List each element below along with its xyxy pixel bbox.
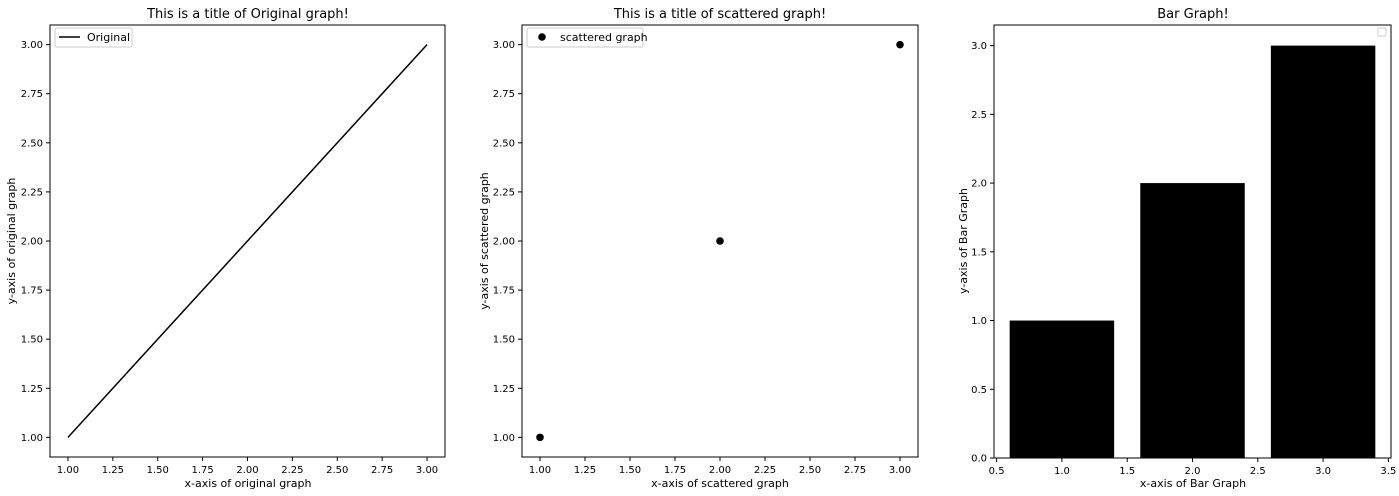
y-tick-group: 0.0 0.5 1.0 1.5 2.0 2.5 3.0 (971, 41, 994, 465)
x-tick-label: 1.00 (529, 465, 551, 476)
y-tick-label: 1.50 (21, 335, 43, 346)
bar (1140, 183, 1245, 459)
y-tick-label: 1.00 (21, 433, 43, 444)
y-tick-label: 2.25 (21, 187, 43, 198)
series-line-original (67, 44, 428, 438)
legend-box (54, 27, 133, 48)
x-tick-label: 2.5 (1250, 466, 1266, 477)
x-tick-label: 3.5 (1380, 466, 1396, 477)
x-tick-label: 1.75 (191, 465, 213, 476)
y-tick-label: 3.0 (971, 41, 987, 52)
scatter-point (536, 433, 544, 442)
y-tick-label: 1.25 (21, 384, 43, 395)
x-tick-label: 0.5 (989, 466, 1005, 477)
y-tick-label: 2.75 (493, 89, 515, 100)
y-tick-label: 1.5 (971, 247, 987, 258)
x-tick-label: 2.0 (1185, 466, 1201, 477)
scatter-point (716, 237, 724, 245)
x-tick-label: 1.50 (619, 465, 641, 476)
chart-title: This is a title of scattered graph! (613, 7, 826, 22)
x-tick-label: 1.50 (147, 465, 169, 476)
y-tick-label: 3.00 (21, 40, 43, 51)
x-axis-label: x-axis of original graph (185, 477, 312, 490)
x-tick-group: 0.5 1.0 1.5 2.0 2.5 3.0 3.5 (989, 458, 1396, 477)
y-tick-label: 2.50 (21, 138, 43, 149)
legend: scattered graph (526, 27, 648, 48)
y-tick-label: 1.50 (493, 335, 515, 346)
y-tick-label: 2.00 (493, 237, 515, 248)
y-tick-label: 1.0 (971, 316, 987, 327)
legend-marker-icon (538, 33, 546, 41)
x-axis-label: x-axis of scattered graph (651, 477, 789, 490)
x-tick-label: 3.00 (889, 465, 911, 476)
x-tick-label: 2.00 (236, 465, 258, 476)
y-tick-label: 1.75 (493, 286, 515, 297)
legend: Original (54, 27, 133, 48)
x-tick-label: 2.25 (281, 465, 303, 476)
chart-title: Bar Graph! (1157, 7, 1228, 22)
legend-label: Original (87, 31, 130, 44)
x-tick-label: 3.00 (416, 465, 438, 476)
y-tick-label: 2.50 (493, 138, 515, 149)
legend-box (526, 27, 644, 48)
chart-title: This is a title of Original graph! (146, 7, 349, 22)
y-axis-label: y-axis of scattered graph (478, 172, 491, 310)
line-chart-panel: This is a title of Original graph! 1.00 1… (5, 7, 446, 490)
scatter-points (536, 40, 904, 442)
bar (1009, 320, 1115, 458)
scatter-chart-panel: This is a title of scattered graph! 1.00… (478, 7, 919, 490)
y-tick-label: 3.00 (493, 40, 515, 51)
x-tick-group: 1.00 1.25 1.50 1.75 2.00 2.25 2.50 2.75 3.00 (529, 457, 911, 476)
y-tick-label: 2.00 (21, 237, 43, 248)
bar-group (1009, 45, 1376, 459)
x-tick-label: 3.0 (1315, 466, 1331, 477)
x-tick-label: 1.00 (57, 465, 79, 476)
y-tick-label: 2.5 (971, 110, 987, 121)
bar-chart-panel: Bar Graph! 0.5 1.0 1.5 2.0 2.5 3.0 3.5 0.00.51… (957, 7, 1396, 490)
x-tick-group: 1.00 1.25 1.50 1.75 2.00 2.25 2.50 2.75 3.00 (57, 457, 438, 476)
y-tick-label: 0.0 (971, 454, 987, 465)
y-tick-label: 2.0 (971, 179, 987, 190)
x-tick-label: 2.75 (371, 465, 393, 476)
x-tick-label: 2.00 (709, 465, 731, 476)
x-tick-label: 2.50 (799, 465, 821, 476)
y-tick-label: 2.75 (21, 89, 43, 100)
x-tick-label: 1.25 (102, 465, 124, 476)
y-tick-label: 1.75 (21, 286, 43, 297)
x-tick-label: 2.25 (754, 465, 776, 476)
scatter-point (896, 40, 904, 49)
x-tick-label: 1.25 (574, 465, 596, 476)
y-tick-group: 1.00 1.25 1.50 1.75 2.00 2.25 2.50 2.75 3.00 (21, 40, 50, 444)
y-tick-label: 2.25 (493, 187, 515, 198)
x-tick-label: 1.0 (1054, 466, 1070, 477)
x-tick-label: 2.50 (326, 465, 348, 476)
y-tick-label: 1.00 (493, 433, 515, 444)
y-tick-label: 1.25 (493, 384, 515, 395)
bar (1270, 45, 1376, 458)
x-tick-label: 2.75 (844, 465, 866, 476)
x-tick-label: 1.5 (1119, 466, 1135, 477)
legend-label: scattered graph (560, 31, 648, 44)
y-tick-group: 1.00 1.25 1.50 1.75 2.00 2.25 2.50 2.75 3.00 (493, 40, 522, 444)
x-tick-label: 1.75 (664, 465, 686, 476)
legend-box (1377, 27, 1387, 37)
y-axis-label: y-axis of Bar Graph (957, 188, 970, 294)
y-tick-label: 0.5 (971, 385, 987, 396)
x-axis-label: x-axis of Bar Graph (1140, 477, 1246, 490)
y-axis-label: y-axis of original graph (5, 178, 18, 305)
